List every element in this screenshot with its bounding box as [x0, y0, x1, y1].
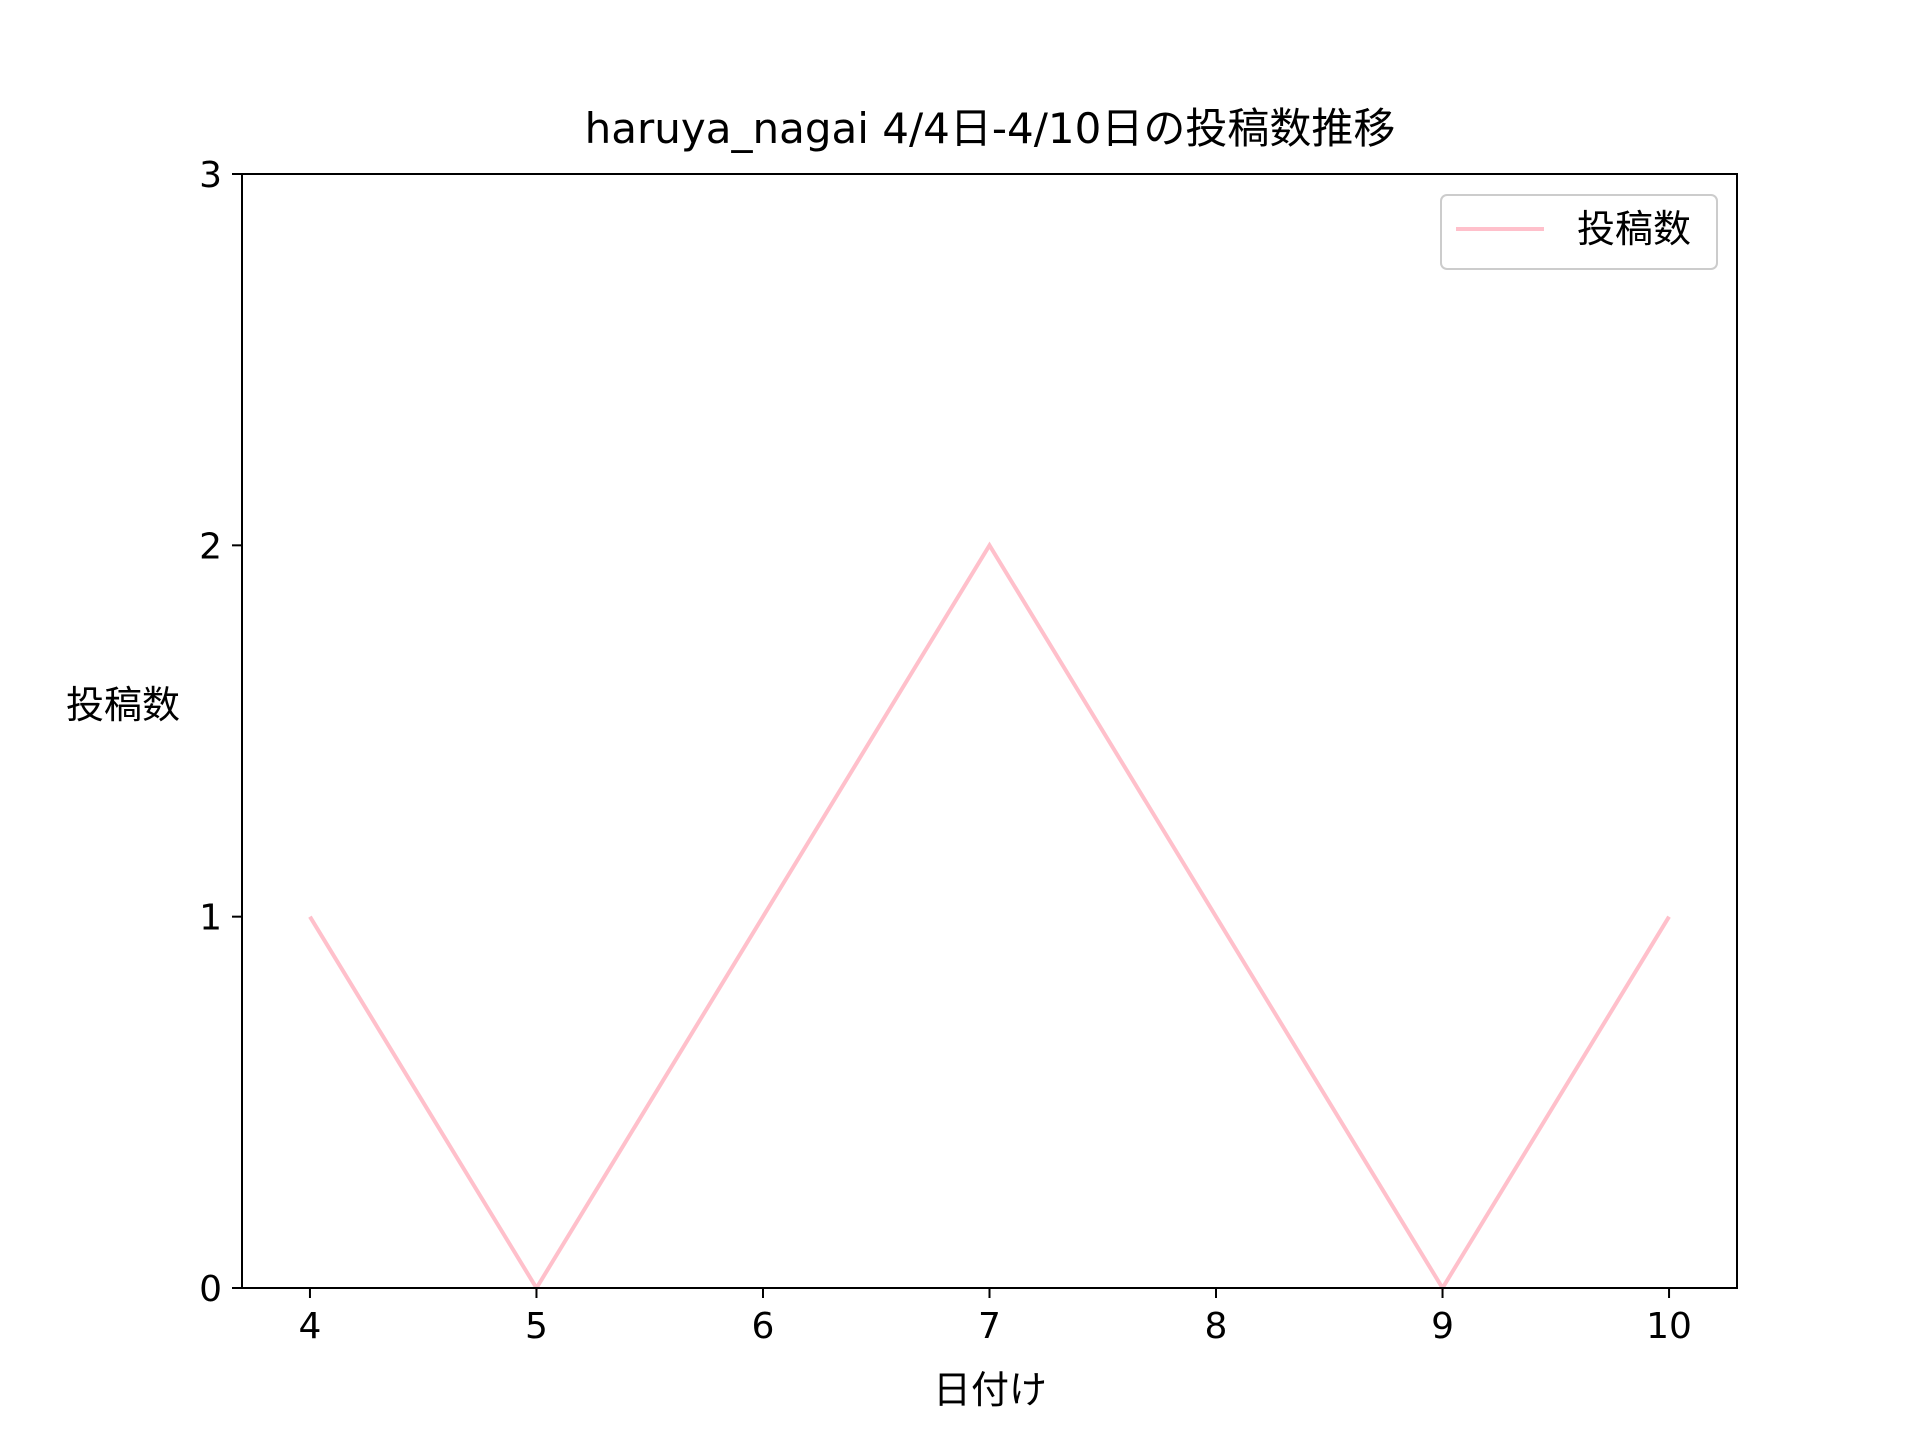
chart-title: haruya_nagai 4/4日-4/10日の投稿数推移: [585, 104, 1396, 153]
x-tick-label: 5: [525, 1306, 548, 1347]
x-tick-label: 9: [1431, 1306, 1454, 1347]
y-axis-label: 投稿数: [66, 683, 180, 727]
legend: 投稿数: [1440, 194, 1718, 270]
legend-label: 投稿数: [1577, 207, 1691, 251]
x-axis-label: 日付け: [933, 1368, 1047, 1412]
x-tick-label: 8: [1205, 1306, 1228, 1347]
y-tick-label: 2: [199, 526, 222, 567]
y-tick-label: 3: [199, 155, 222, 196]
y-tick-label: 1: [199, 898, 222, 939]
x-tick-label: 4: [299, 1306, 322, 1347]
x-axis: 4 5 6 7 8 9 10: [299, 1288, 1692, 1347]
y-tick-label: 0: [199, 1269, 222, 1310]
x-tick-label: 10: [1646, 1306, 1692, 1347]
legend-box: [1440, 194, 1718, 270]
x-tick-label: 6: [752, 1306, 775, 1347]
y-axis: 0 1 2 3: [199, 155, 242, 1310]
x-tick-label: 7: [978, 1306, 1001, 1347]
